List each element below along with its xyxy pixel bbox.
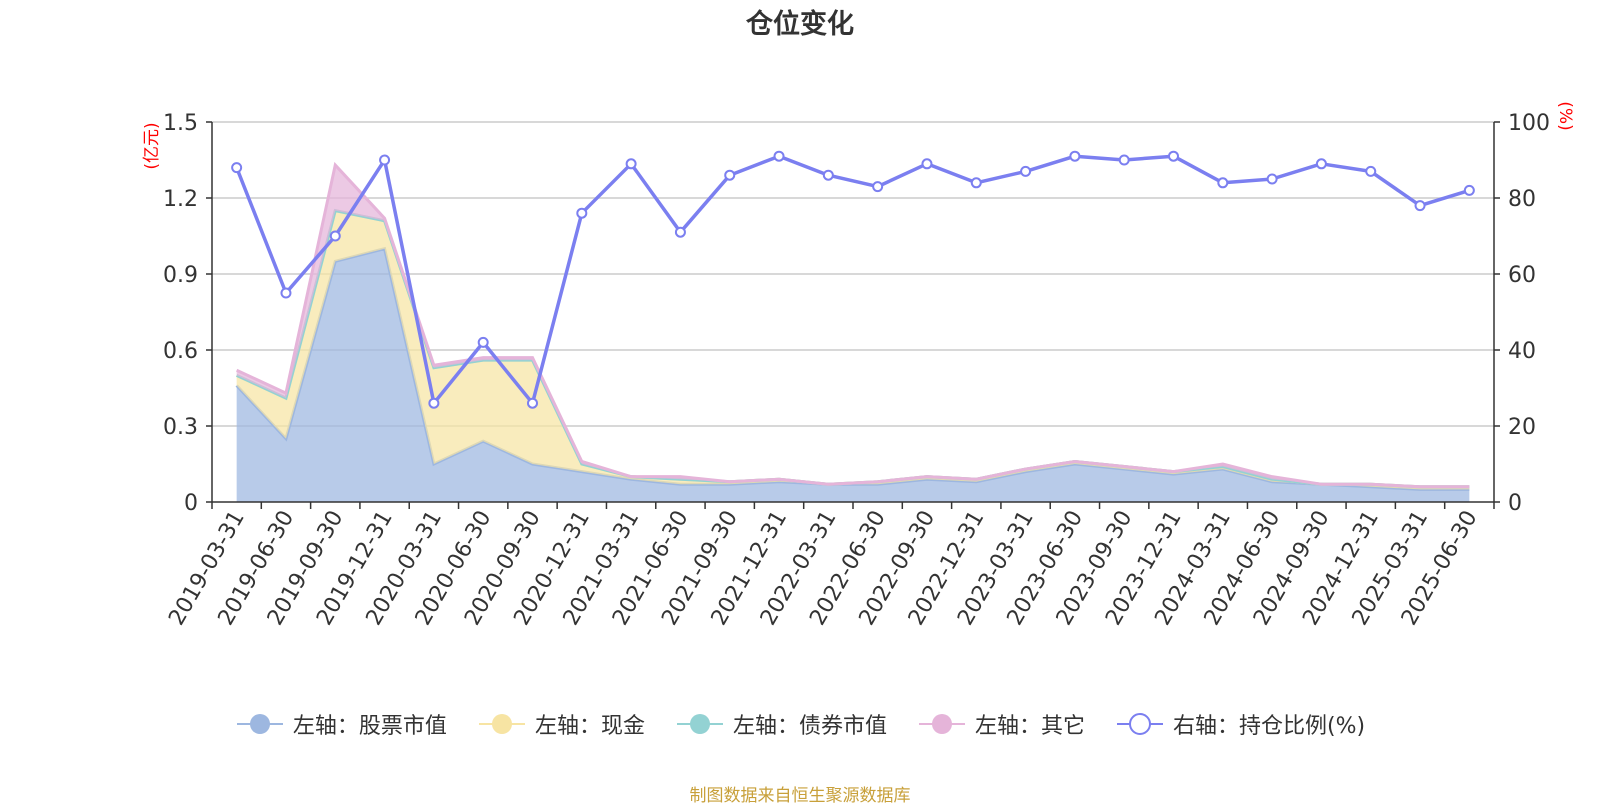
left-tick-label: 1.5 [163, 111, 198, 136]
ratio-line [235, 154, 1470, 405]
legend-label: 左轴：债券市值 [732, 714, 887, 739]
legend-label: 右轴：持仓比例(%) [1172, 714, 1366, 739]
ratio-point [1463, 184, 1475, 196]
left-tick-label: 0.9 [163, 263, 198, 288]
legend-symbol-icon [676, 714, 723, 734]
left-tick-label: 0.3 [163, 415, 198, 440]
ratio-point [921, 158, 933, 170]
right-tick-label: 60 [1508, 263, 1536, 288]
legend-label: 左轴：其它 [974, 714, 1085, 739]
area-series-1 [236, 248, 1470, 502]
left-tick-label: 1.2 [163, 187, 198, 212]
legend-symbol-icon [478, 714, 525, 734]
right-tick-label: 80 [1508, 187, 1536, 212]
ratio-point [1118, 154, 1130, 166]
ratio-point [428, 397, 440, 409]
legend-symbol-icon [918, 714, 965, 734]
ratio-point [1069, 150, 1081, 162]
ratio-point [329, 230, 341, 242]
ratio-point [1266, 173, 1278, 185]
legend-label: 左轴：股票市值 [292, 714, 447, 739]
ratio-point [477, 336, 489, 348]
legend-item[interactable]: 左轴：股票市值 [235, 708, 447, 740]
area-series-4-line [236, 161, 1470, 489]
ratio-point [1315, 158, 1327, 170]
legend-symbol-icon [1116, 713, 1163, 735]
ratio-point [724, 169, 736, 181]
ratio-point [822, 169, 834, 181]
legend-symbol-icon [236, 714, 283, 734]
ratio-point [872, 181, 884, 193]
ratio-point [674, 226, 686, 238]
right-tick-label: 100 [1508, 111, 1550, 136]
ratio-point [379, 154, 391, 166]
ratio-point [1365, 165, 1377, 177]
chart-title: 仓位变化 [746, 9, 854, 40]
ratio-point [1414, 200, 1426, 212]
area-series-2 [236, 210, 1470, 490]
ratio-point [280, 287, 292, 299]
right-tick-label: 40 [1508, 339, 1536, 364]
ratio-point [970, 177, 982, 189]
legend: 左轴：股票市值 左轴：现金 左轴：债券市值 左轴：其它 右轴：持仓比例(%) [0, 708, 1600, 740]
ratio-point [625, 158, 637, 170]
ratio-point [773, 150, 785, 162]
legend-item[interactable]: 左轴：其它 [917, 708, 1085, 740]
ratio-point [1217, 177, 1229, 189]
left-tick-label: 0 [184, 491, 198, 516]
ratio-point [527, 397, 538, 409]
ratio-point [231, 162, 243, 174]
ratio-point [1168, 150, 1179, 162]
left-axis-unit-label: (亿元) [142, 122, 162, 169]
source-note: 制图数据来自恒生聚源数据库 [689, 786, 911, 806]
legend-item[interactable]: 右轴：持仓比例(%) [1115, 708, 1365, 740]
right-tick-label: 20 [1508, 415, 1536, 440]
legend-label: 左轴：现金 [534, 714, 645, 739]
left-tick-label: 0.6 [163, 339, 198, 364]
ratio-point [1020, 165, 1032, 177]
legend-item[interactable]: 左轴：现金 [477, 708, 645, 740]
legend-item[interactable]: 左轴：债券市值 [675, 708, 887, 740]
right-tick-label: 0 [1508, 491, 1522, 516]
ratio-point [576, 207, 588, 219]
right-axis-unit-label: (%) [1555, 101, 1575, 130]
